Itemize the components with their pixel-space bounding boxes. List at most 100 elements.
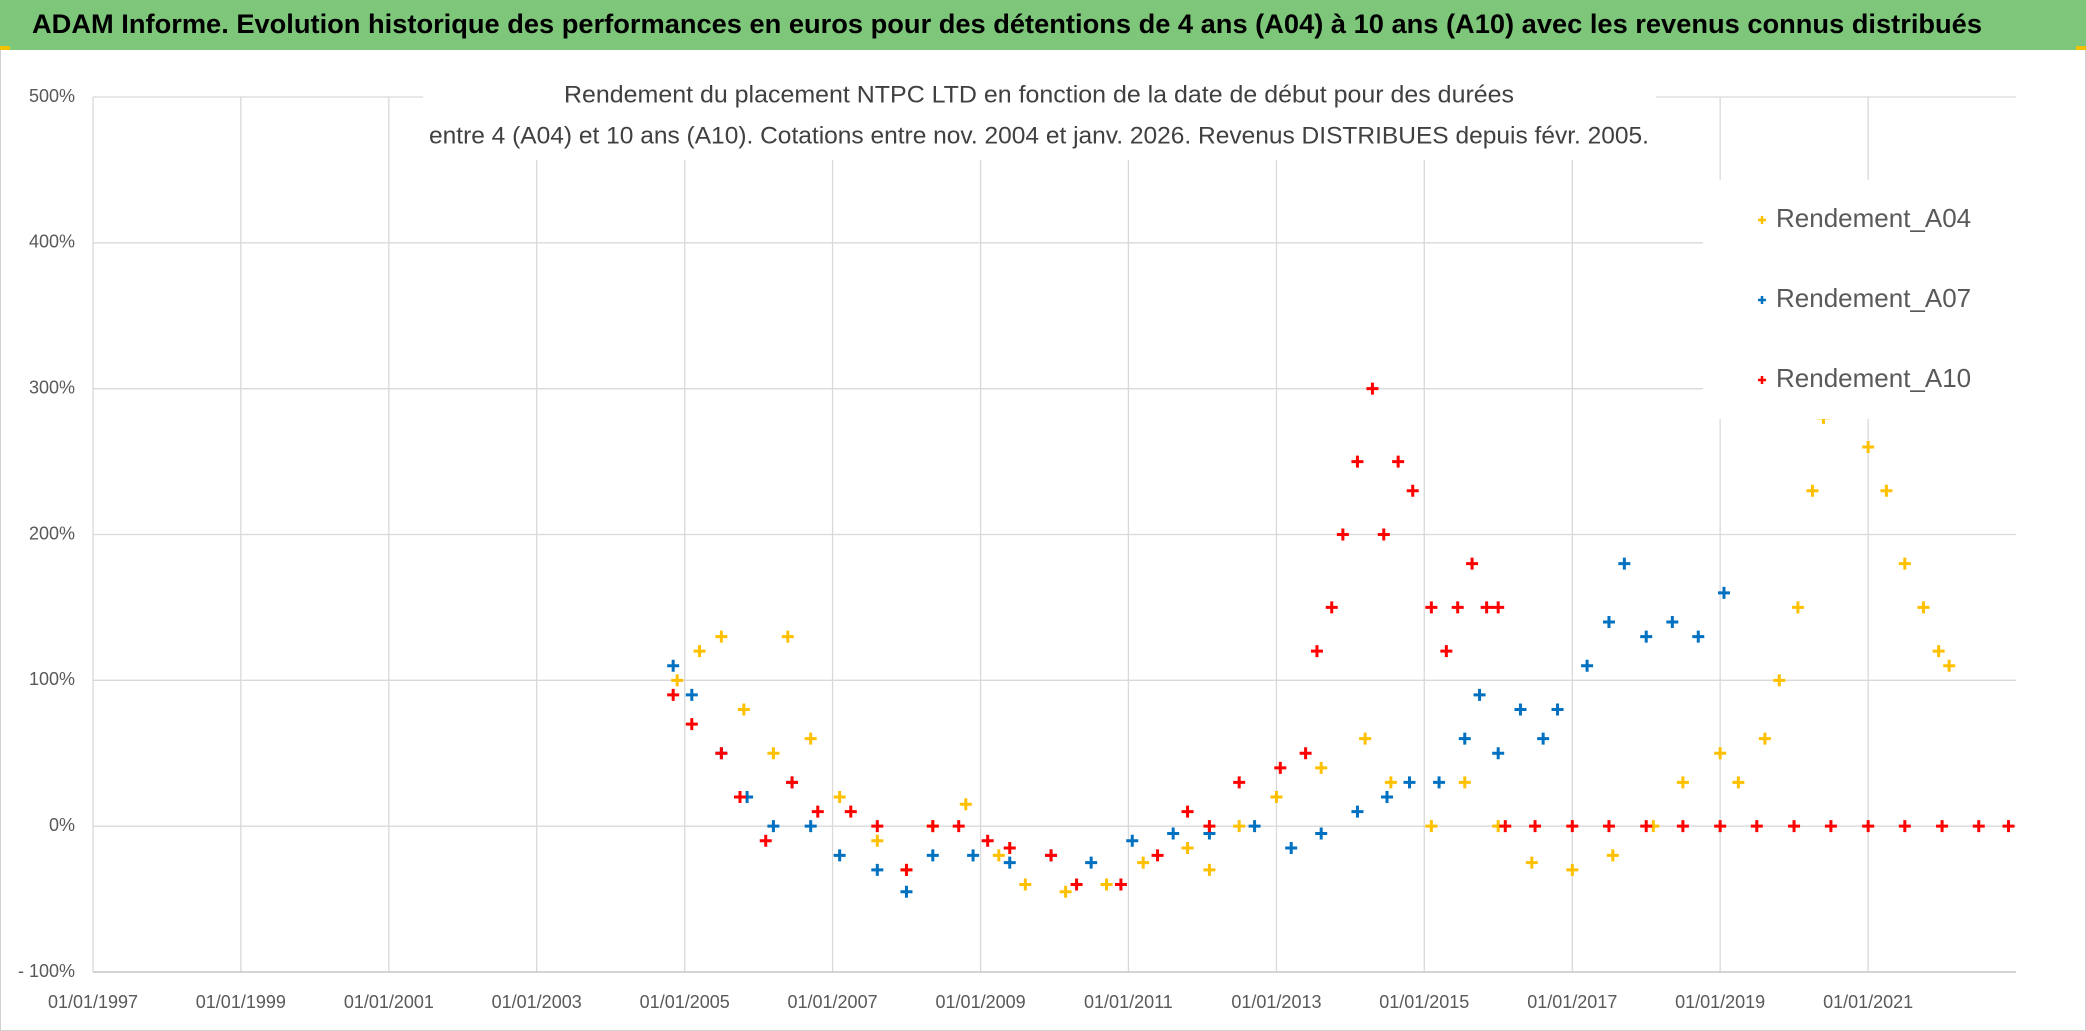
point (1203, 820, 1216, 833)
point (1898, 820, 1911, 833)
point (1299, 747, 1312, 760)
point (1366, 382, 1379, 395)
point (1676, 776, 1689, 789)
point (1403, 776, 1416, 789)
point (1676, 820, 1689, 833)
legend-marker (1758, 376, 1766, 384)
point (1791, 601, 1804, 614)
point (1248, 820, 1261, 833)
point (1425, 820, 1438, 833)
point (871, 834, 884, 847)
grid: - 100% 0% 100% 200% 300% 400% 500% 01/01/1997 01… (18, 86, 2016, 1012)
point (1525, 856, 1538, 869)
point (1714, 747, 1727, 760)
point (1003, 842, 1016, 855)
point (1602, 820, 1615, 833)
y-tick-label: 500% (29, 86, 75, 106)
point (926, 849, 939, 862)
y-tick-label: 300% (29, 377, 75, 397)
point (871, 820, 884, 833)
x-tick-label: 01/01/2003 (492, 992, 582, 1012)
point (1514, 703, 1527, 716)
point (1274, 761, 1287, 774)
point (734, 791, 747, 803)
point (1114, 878, 1127, 891)
point (833, 849, 846, 862)
point (1440, 645, 1453, 658)
point (967, 849, 980, 862)
point (900, 863, 913, 876)
y-tick-label: - 100% (18, 961, 75, 981)
title-box (423, 80, 1656, 160)
point (1732, 776, 1745, 789)
point (1351, 455, 1364, 468)
legend-label: Rendement_A10 (1776, 363, 1971, 393)
point (1499, 820, 1512, 833)
point (804, 820, 817, 833)
point (1451, 601, 1464, 614)
x-tick-label: 01/01/2005 (640, 992, 730, 1012)
point (1750, 820, 1763, 833)
y-tick-label: 100% (29, 669, 75, 689)
point (1566, 863, 1579, 876)
point (1618, 557, 1631, 570)
point (1351, 805, 1364, 818)
legend-label: Rendement_A07 (1776, 283, 1971, 313)
point (767, 820, 780, 833)
x-tick-label: 01/01/2015 (1379, 992, 1469, 1012)
point (1070, 878, 1083, 891)
point (1862, 820, 1875, 833)
point (1606, 849, 1619, 862)
point (781, 630, 794, 643)
point (1714, 820, 1727, 833)
point (1537, 732, 1550, 745)
point (1003, 856, 1016, 869)
point (1433, 776, 1446, 789)
legend-marker (1758, 296, 1766, 304)
legend: Rendement_A04 Rendement_A07 Rendement_A10 (1703, 180, 2016, 419)
point (1972, 820, 1985, 833)
point (1325, 601, 1338, 614)
point (992, 849, 1005, 862)
point (1480, 601, 1493, 614)
point (981, 834, 994, 847)
point (767, 747, 780, 760)
point (1943, 659, 1956, 672)
point (1898, 557, 1911, 570)
point (1359, 732, 1372, 745)
corner-left (0, 46, 10, 50)
point (715, 747, 728, 760)
point (693, 645, 706, 658)
point (1336, 528, 1349, 541)
chart-title: Rendement du placement NTPC LTD en fonct… (564, 81, 1514, 108)
point (1551, 703, 1564, 716)
point (1492, 747, 1505, 760)
point (1773, 674, 1786, 687)
point (1458, 776, 1471, 789)
point (667, 659, 680, 672)
point (1181, 805, 1194, 818)
x-tick-label: 01/01/2011 (1084, 992, 1173, 1012)
point (1059, 885, 1072, 898)
x-tick-label: 01/01/2017 (1527, 992, 1617, 1012)
point (1581, 659, 1594, 672)
point (1788, 820, 1801, 833)
x-tick-label: 01/01/2009 (936, 992, 1026, 1012)
point (759, 834, 772, 847)
point (1824, 820, 1837, 833)
corner-right (2076, 46, 2086, 50)
point (959, 798, 972, 811)
header-title: ADAM Informe. Evolution historique des p… (32, 9, 1982, 39)
point (1473, 688, 1486, 701)
point (715, 630, 728, 643)
point (671, 674, 684, 687)
y-tick-label: 200% (29, 523, 75, 543)
header-band (0, 0, 2086, 50)
point (1203, 863, 1216, 876)
point (804, 732, 817, 745)
point (833, 791, 846, 803)
x-tick-label: 01/01/2001 (344, 992, 434, 1012)
point (1425, 601, 1438, 614)
point (1862, 441, 1875, 453)
point (1377, 528, 1390, 541)
